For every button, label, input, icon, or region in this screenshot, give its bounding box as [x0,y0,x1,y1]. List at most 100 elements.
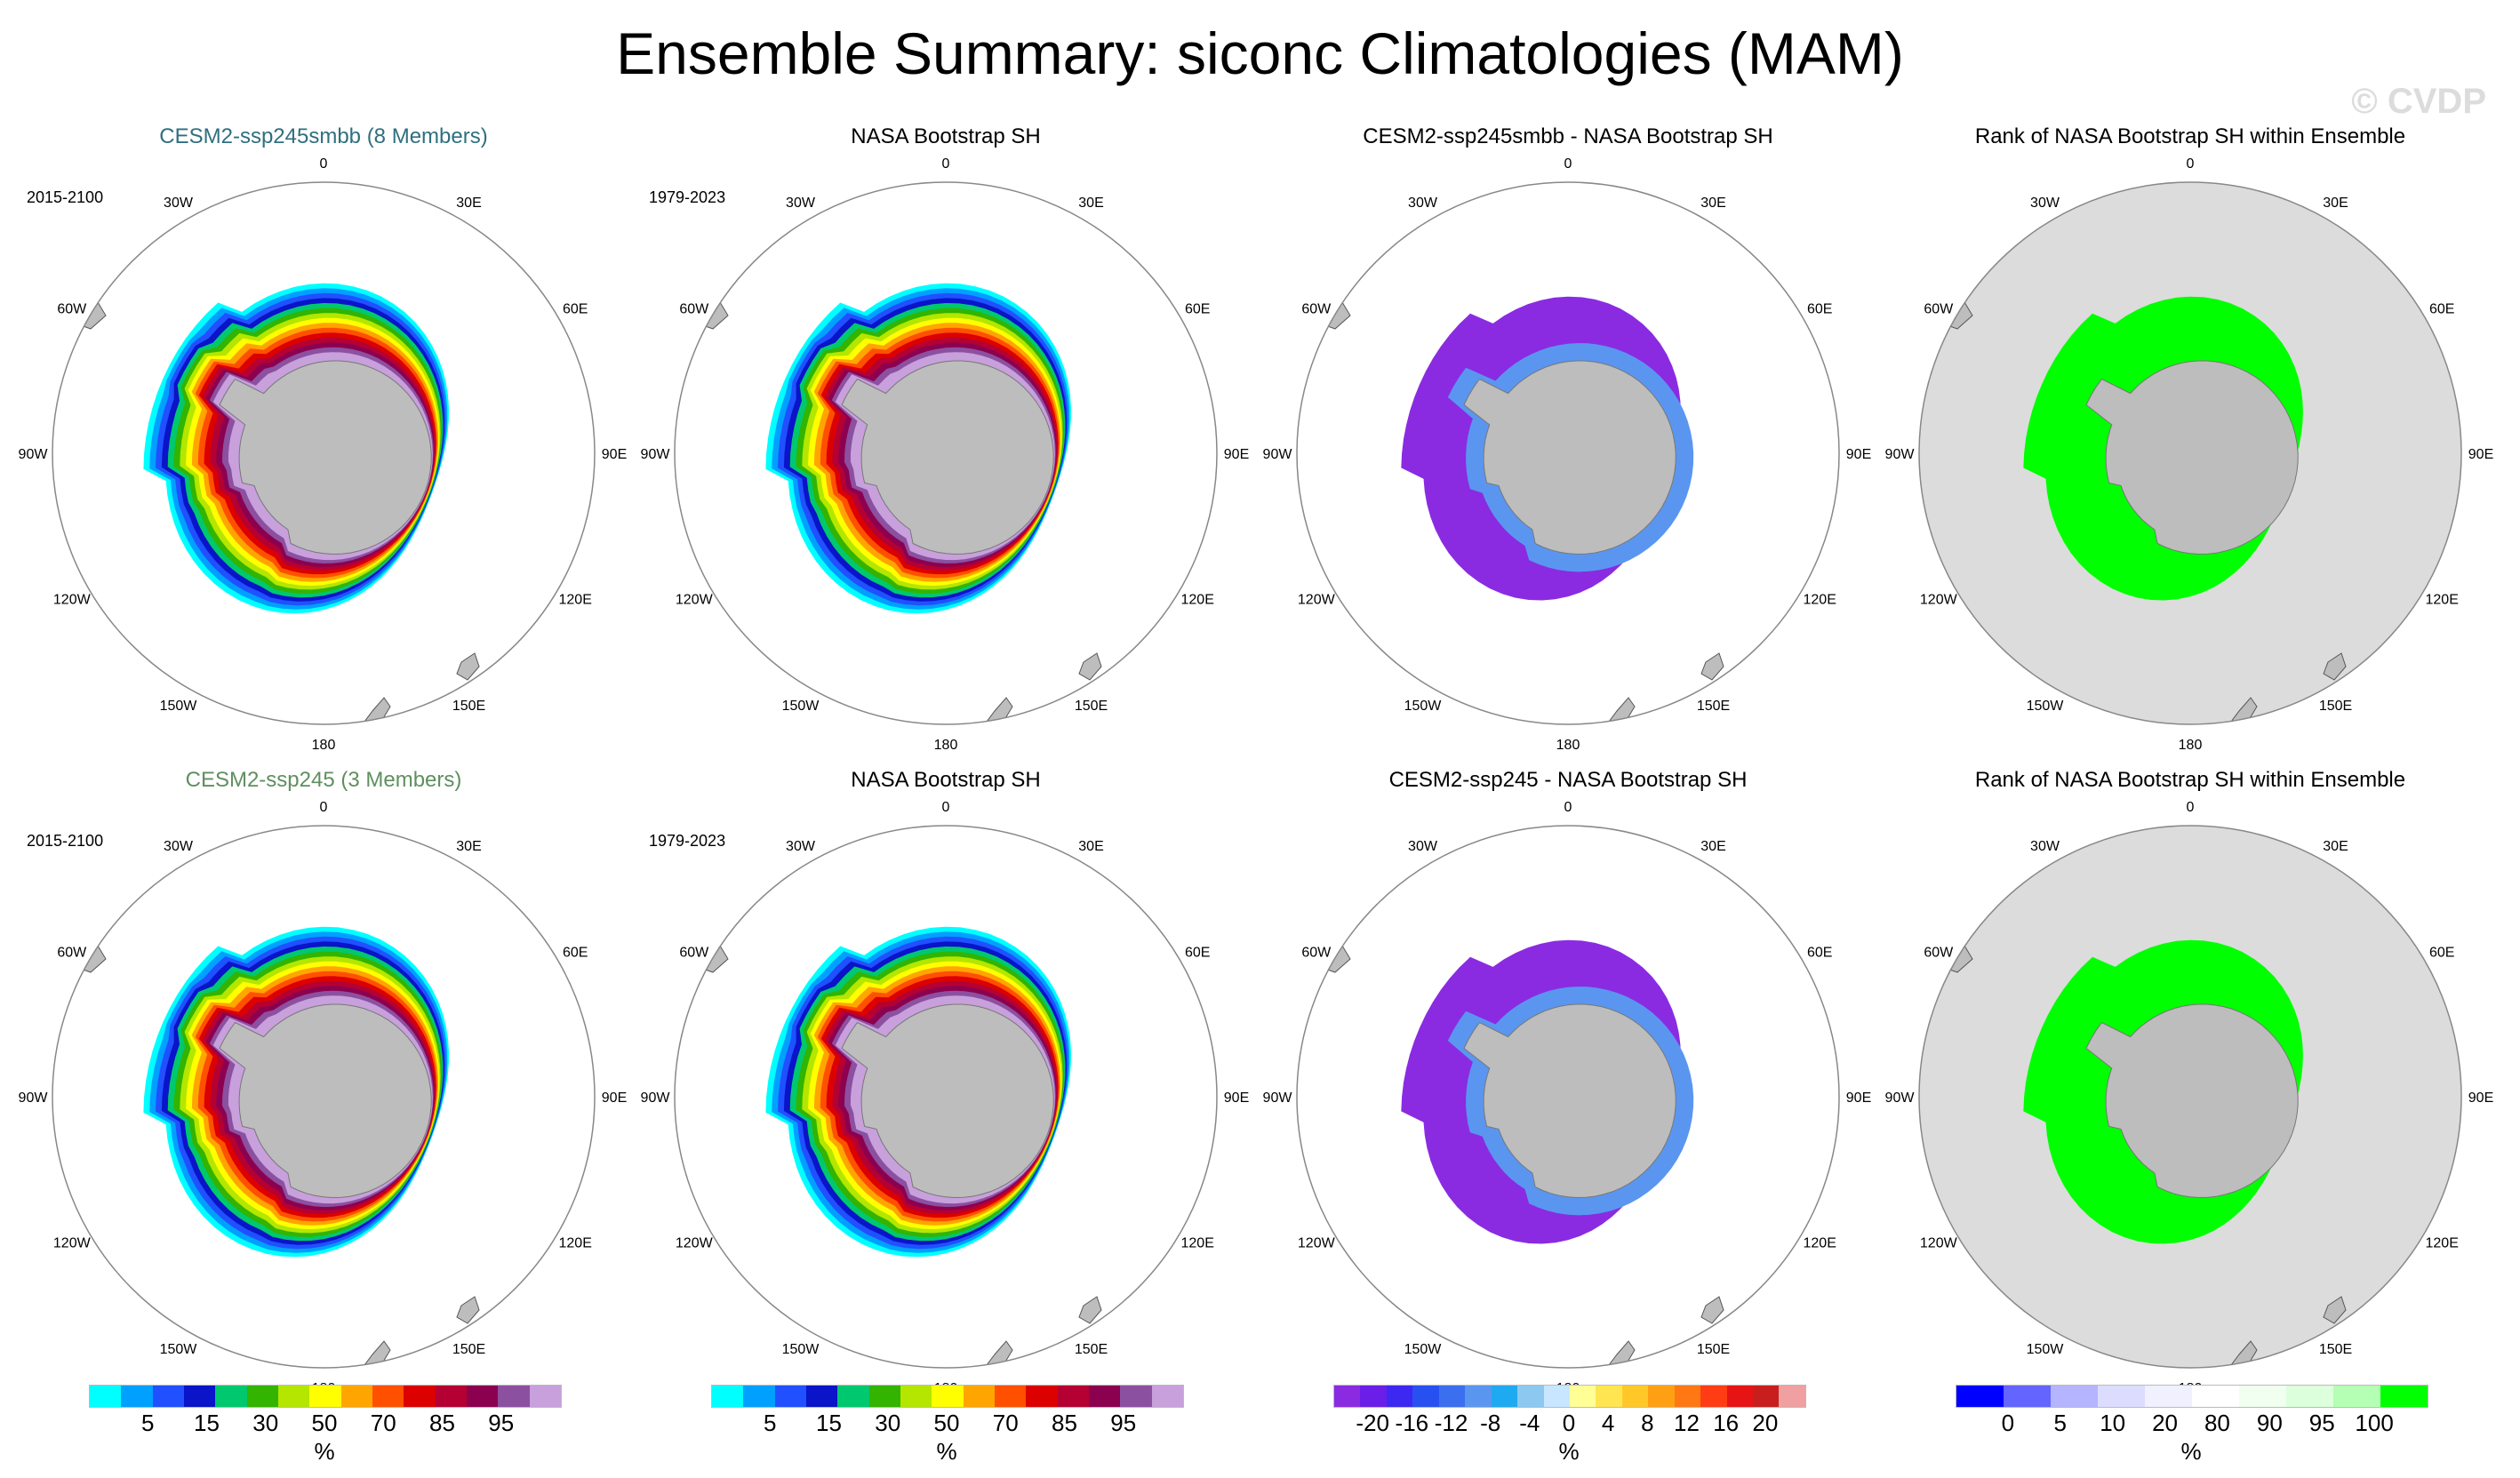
longitude-label: 150E [2319,699,2352,714]
longitude-label: 60W [679,302,709,317]
colorbar-rank: 0 5 10 20 80 90 95 100% [1956,1385,2428,1474]
longitude-label: 60E [1807,946,1832,961]
longitude-label: 60W [1301,302,1332,317]
colorbar-swatch [2192,1386,2239,1407]
new-zealand-north [456,652,480,681]
colorbar-swatch [805,1386,838,1407]
longitude-label: 90E [602,1091,627,1106]
colorbar-tick-label: 8 [1641,1410,1654,1436]
longitude-label: 120W [1920,593,1958,608]
longitude-label: 120W [1920,1236,1958,1251]
longitude-label: 120W [1298,1236,1336,1251]
colorbar-swatch [774,1386,806,1407]
colorbar-swatch [1088,1386,1121,1407]
longitude-label: 150E [1697,699,1730,714]
longitude-label: 30E [1700,839,1725,854]
panel-title: Rank of NASA Bootstrap SH within Ensembl… [1974,768,2406,792]
longitude-label: 90W [1885,1091,1916,1106]
longitude-label: 120W [676,593,714,608]
map-boundary [1918,181,2462,725]
panel-title: CESM2-ssp245smbb (8 Members) [159,124,488,148]
longitude-label: 60E [1185,946,1210,961]
longitude-label: 30E [1078,839,1103,854]
longitude-label: 60W [1924,946,1954,961]
longitude-label: 30E [1078,196,1103,211]
colorbar-tick-label: 95 [1110,1410,1137,1436]
colorbar-swatches [1333,1385,1806,1408]
colorbar-swatch [1120,1386,1152,1407]
colorbar-swatch [2333,1386,2380,1407]
colorbar-tick-label: 16 [1713,1410,1740,1436]
longitude-label: 150W [782,699,820,714]
colorbar-swatch [1726,1386,1753,1407]
colorbar-swatch [246,1386,278,1407]
colorbar-swatch [1674,1386,1701,1407]
longitude-label: 90E [602,447,627,462]
colorbar-swatch [900,1386,932,1407]
colorbar-swatch [743,1386,775,1407]
longitude-label: 30E [2323,839,2348,854]
longitude-label: 90W [19,447,49,462]
map-boundary [52,181,596,725]
longitude-label: 60E [563,302,588,317]
colorbar-tick-label: 0 [1562,1410,1576,1436]
longitude-label: 0 [942,156,950,172]
longitude-label: 0 [320,800,328,815]
colorbar-tick-label: -4 [1519,1410,1540,1436]
longitude-label: 120E [1804,593,1836,608]
colorbar-swatch [90,1386,122,1407]
colorbar-climatology: 5 15 30 50 70 85 95% [89,1385,562,1474]
longitude-label: 90W [1263,1091,1293,1106]
map-boundary [52,825,596,1369]
south-america-landmass [52,257,107,330]
colorbar-swatch [1648,1386,1675,1407]
new-zealand-north [1700,652,1724,681]
longitude-label: 30E [1700,196,1725,211]
colorbar-swatch [121,1386,153,1407]
colorbar-swatch [215,1386,247,1407]
longitude-label: 150E [452,699,485,714]
new-zealand-north [2323,652,2347,681]
longitude-label: 90W [641,1091,671,1106]
colorbar-tick-label: -16 [1395,1410,1429,1436]
longitude-label: 60E [1185,302,1210,317]
longitude-label: 0 [942,800,950,815]
longitude-label: 120W [53,1236,92,1251]
colorbar-swatch [2004,1386,2051,1407]
map-boundary [1918,825,2462,1369]
longitude-label: 120E [559,593,592,608]
colorbar-swatches [1956,1385,2428,1408]
colorbar-tick-label: 15 [816,1410,842,1436]
longitude-label: 120E [559,1236,592,1251]
colorbar-swatch [1779,1386,1805,1407]
longitude-label: 120E [1181,593,1214,608]
longitude-label: 0 [1564,800,1572,815]
colorbar-ticks: -20 -16 -12 -8 -4 0 4 8 12 16 20 [1333,1410,1804,1436]
longitude-label: 30W [1408,196,1438,211]
antarctica-landmass [1463,360,1676,555]
south-america-landmass [1919,257,1973,330]
longitude-label: 60E [2429,302,2454,317]
colorbar-tick-label: 20 [1752,1410,1779,1436]
colorbar-swatch [1465,1386,1492,1407]
colorbar-swatch [183,1386,216,1407]
colorbar-tick-label: 100 [2355,1410,2394,1436]
colorbar-swatch [1700,1386,1727,1407]
longitude-label: 60E [1807,302,1832,317]
longitude-label: 120E [2426,1236,2459,1251]
panel-title: Rank of NASA Bootstrap SH within Ensembl… [1974,124,2406,148]
new-zealand-north [456,1296,480,1324]
longitude-label: 0 [2187,156,2195,172]
new-zealand-north [1078,652,1102,681]
longitude-label: 180 [312,738,336,753]
colorbar-swatch [837,1386,869,1407]
south-america-landmass [52,900,107,973]
colorbar-swatch [2239,1386,2286,1407]
colorbar-swatch [2145,1386,2192,1407]
antarctica-landmass [1463,1003,1676,1199]
